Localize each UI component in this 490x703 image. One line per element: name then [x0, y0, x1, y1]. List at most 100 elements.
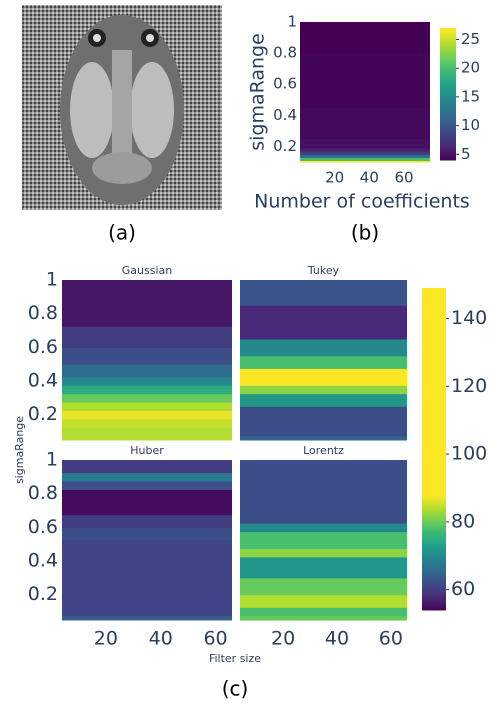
colorbar-step [440, 134, 456, 137]
colorbar-step [422, 484, 446, 487]
colorbar-step [422, 312, 446, 315]
colorbar-step [440, 62, 456, 65]
colorbar-step [422, 476, 446, 479]
contour-band [300, 160, 430, 163]
contour-band [62, 418, 232, 428]
colorbar-step [422, 576, 446, 579]
x-tick-label: 40 [149, 628, 173, 650]
colorbar-step [422, 296, 446, 299]
colorbar-step [422, 384, 446, 387]
colorbar-step [422, 358, 446, 361]
colorbar-step [422, 582, 446, 585]
colorbar-step [422, 304, 446, 307]
colorbar-step [440, 130, 456, 133]
contour-band [240, 288, 407, 306]
contour-band [300, 148, 430, 152]
contour-band [240, 393, 407, 407]
colorbar-step [440, 100, 456, 103]
contour-band [62, 561, 232, 596]
colorbar-step [422, 510, 446, 513]
colorbar-step [422, 580, 446, 583]
colorbar-tick-label: 80 [451, 510, 475, 532]
colorbar-step [422, 538, 446, 541]
colorbar-step [422, 400, 446, 403]
colorbar-step [422, 314, 446, 317]
colorbar-step [422, 330, 446, 333]
colorbar-step [422, 390, 446, 393]
colorbar-step [440, 96, 456, 99]
contour-band [240, 556, 407, 566]
contour-band [62, 481, 232, 490]
colorbar-step [422, 310, 446, 313]
x-tick-label: 20 [94, 628, 118, 650]
y-axis-title: sigmaRange [247, 33, 269, 151]
colorbar-step [422, 446, 446, 449]
colorbar-step [440, 150, 456, 153]
colorbar-step [440, 154, 456, 157]
colorbar-step [422, 288, 446, 291]
contour-band [240, 355, 407, 369]
colorbar-step [422, 342, 446, 345]
colorbar-step [440, 44, 456, 47]
colorbar-step [422, 408, 446, 411]
contour-band [300, 22, 430, 54]
x-tick-label: 20 [271, 628, 295, 650]
colorbar-step [440, 38, 456, 41]
colorbar-step [422, 298, 446, 301]
caption: (a) [108, 221, 136, 245]
y-tick-label: 0.8 [28, 482, 58, 504]
colorbar-step [440, 58, 456, 61]
colorbar-step [440, 76, 456, 79]
contour-band [240, 607, 407, 617]
colorbar-step [440, 42, 456, 45]
x-tick-label: 40 [325, 628, 349, 650]
colorbar-step [422, 534, 446, 537]
colorbar-step [422, 328, 446, 331]
colorbar-step [422, 544, 446, 547]
colorbar-step [440, 92, 456, 95]
colorbar-step [422, 454, 446, 457]
colorbar-step [422, 596, 446, 599]
contour-band [62, 527, 232, 541]
contour-band [62, 410, 232, 420]
colorbar-step [422, 592, 446, 595]
colorbar-step [422, 450, 446, 453]
colorbar-step [422, 320, 446, 323]
y-tick-label: 0.8 [28, 302, 58, 324]
colorbar-step [422, 362, 446, 365]
colorbar-step [440, 120, 456, 123]
colorbar-step [440, 34, 456, 37]
colorbar-step [422, 564, 446, 567]
colorbar-step [422, 414, 446, 417]
colorbar-step [422, 572, 446, 575]
colorbar-step [422, 560, 446, 563]
colorbar-step [422, 566, 446, 569]
colorbar-step [422, 530, 446, 533]
colorbar-step [422, 410, 446, 413]
colorbar-step [422, 436, 446, 439]
colorbar-step [440, 64, 456, 67]
colorbar-step [422, 318, 446, 321]
colorbar-step [422, 432, 446, 435]
colorbar-step [422, 378, 446, 381]
contour-band [62, 427, 232, 437]
colorbar-tick-label: 25 [461, 30, 480, 48]
colorbar-tick-label: 10 [461, 116, 480, 134]
colorbar-step [440, 28, 456, 31]
colorbar-step [440, 148, 456, 151]
baboon-image [22, 5, 222, 210]
subplot-title: Tukey [307, 264, 340, 277]
y-tick-label: 1 [46, 449, 58, 471]
contour-band [240, 565, 407, 579]
contour-band [240, 577, 407, 596]
colorbar-step [422, 424, 446, 427]
colorbar-step [422, 554, 446, 557]
colorbar-step [422, 438, 446, 441]
colorbar-tick-label: 20 [461, 59, 480, 77]
colorbar-step [422, 550, 446, 553]
colorbar-step [440, 78, 456, 81]
colorbar-step [440, 88, 456, 91]
colorbar-step [440, 152, 456, 155]
x-tick-label: 40 [360, 169, 379, 187]
colorbar-step [422, 292, 446, 295]
